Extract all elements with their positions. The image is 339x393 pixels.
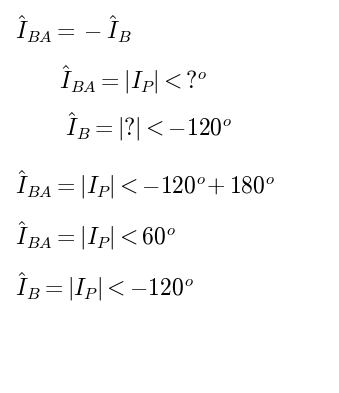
Text: $\hat{I}_{BA}  =  |I_P|  <  60^o$: $\hat{I}_{BA} = |I_P| < 60^o$ [15, 219, 176, 252]
Text: $\hat{I}_B  =    |?|  <  -120^o$: $\hat{I}_B = |?| < -120^o$ [65, 110, 233, 143]
Text: $\hat{I}_{BA}  =  -\hat{I}_B$: $\hat{I}_{BA} = -\hat{I}_B$ [15, 13, 132, 44]
Text: $\hat{I}_{BA}  =  |I_P|  <  ?^o$: $\hat{I}_{BA} = |I_P| < ?^o$ [59, 63, 207, 96]
Text: $\hat{I}_B  =  |I_P|  <  -120^o$: $\hat{I}_B = |I_P| < -120^o$ [15, 270, 193, 303]
Text: $\hat{I}_{BA}  =  |I_P|  <  -120^o\!+180^o$: $\hat{I}_{BA} = |I_P| < -120^o\!+180^o$ [15, 169, 275, 201]
